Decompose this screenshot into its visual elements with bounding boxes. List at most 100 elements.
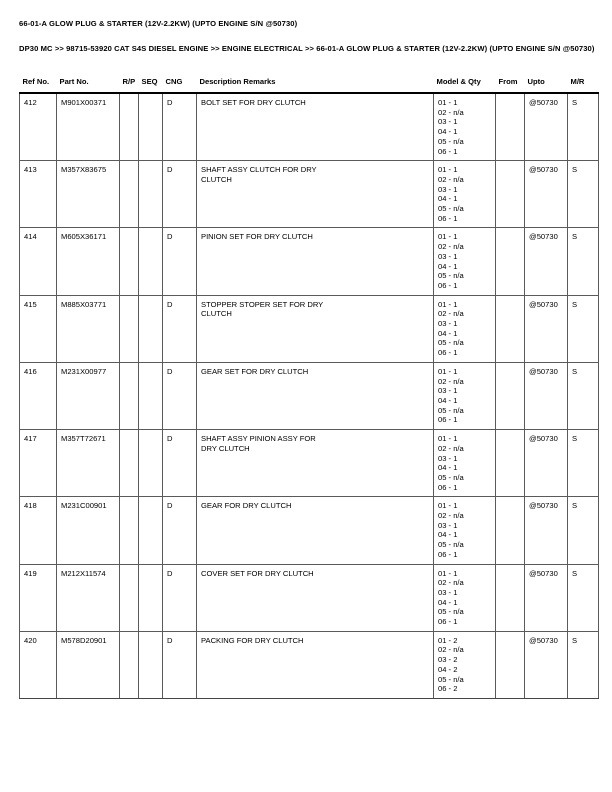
column-header-cng: CNG — [162, 77, 197, 94]
cell-part-no: M212X11574 — [56, 563, 120, 632]
cell-from — [495, 361, 525, 431]
cell-from — [495, 496, 525, 565]
cell-ref-no: 413 — [19, 160, 57, 229]
cell-seq — [138, 361, 163, 431]
cell-rp — [119, 294, 139, 363]
cell-cng: D — [162, 630, 197, 699]
cell-seq — [138, 92, 163, 162]
cell-model-qty: 01 - 1 02 - n/a 03 - 1 04 - 1 05 - n/a 0… — [433, 92, 496, 162]
cell-cng: D — [162, 563, 197, 632]
cell-seq — [138, 227, 163, 296]
cell-rp — [119, 361, 139, 431]
cell-description: GEAR SET FOR DRY CLUTCH — [196, 361, 434, 431]
cell-rp — [119, 563, 139, 632]
cell-cng: D — [162, 361, 197, 431]
cell-from — [495, 294, 525, 363]
cell-ref-no: 415 — [19, 294, 57, 363]
cell-seq — [138, 160, 163, 229]
cell-part-no: M578D20901 — [56, 630, 120, 699]
cell-cng: D — [162, 429, 197, 498]
cell-mr: S — [567, 294, 599, 363]
cell-rp — [119, 630, 139, 699]
column-header-model-qty: Model & Qty — [433, 77, 496, 94]
cell-part-no: M357T72671 — [56, 429, 120, 498]
cell-upto: @50730 — [524, 227, 568, 296]
cell-ref-no: 412 — [19, 92, 57, 162]
cell-model-qty: 01 - 1 02 - n/a 03 - 1 04 - 1 05 - n/a 0… — [433, 294, 496, 363]
cell-description: GEAR FOR DRY CLUTCH — [196, 496, 434, 565]
cell-part-no: M231C00901 — [56, 496, 120, 565]
cell-upto: @50730 — [524, 92, 568, 162]
cell-model-qty: 01 - 1 02 - n/a 03 - 1 04 - 1 05 - n/a 0… — [433, 563, 496, 632]
cell-mr: S — [567, 92, 599, 162]
column-header-mr: M/R — [567, 77, 599, 94]
cell-part-no: M357X83675 — [56, 160, 120, 229]
cell-mr: S — [567, 361, 599, 431]
cell-upto: @50730 — [524, 496, 568, 565]
cell-from — [495, 160, 525, 229]
cell-model-qty: 01 - 1 02 - n/a 03 - 1 04 - 1 05 - n/a 0… — [433, 496, 496, 565]
cell-description: BOLT SET FOR DRY CLUTCH — [196, 92, 434, 162]
table-row: 419 M212X11574 D COVER SET FOR DRY CLUTC… — [19, 563, 599, 632]
table-row: 412 M901X00371 D BOLT SET FOR DRY CLUTCH… — [19, 92, 599, 162]
cell-mr: S — [567, 630, 599, 699]
column-header-part-no: Part No. — [56, 77, 120, 94]
cell-from — [495, 429, 525, 498]
cell-part-no: M231X00977 — [56, 361, 120, 431]
cell-mr: S — [567, 227, 599, 296]
cell-upto: @50730 — [524, 630, 568, 699]
cell-part-no: M901X00371 — [56, 92, 120, 162]
cell-from — [495, 563, 525, 632]
cell-seq — [138, 429, 163, 498]
column-header-from: From — [495, 77, 525, 94]
cell-model-qty: 01 - 2 02 - n/a 03 - 2 04 - 2 05 - n/a 0… — [433, 630, 496, 699]
table-row: 418 M231C00901 D GEAR FOR DRY CLUTCH 01 … — [19, 496, 599, 565]
table-row: 420 M578D20901 D PACKING FOR DRY CLUTCH … — [19, 630, 599, 699]
cell-ref-no: 418 — [19, 496, 57, 565]
cell-part-no: M605X36171 — [56, 227, 120, 296]
cell-ref-no: 417 — [19, 429, 57, 498]
column-header-seq: SEQ — [138, 77, 163, 94]
page-title: 66-01-A GLOW PLUG & STARTER (12V-2.2KW) … — [19, 19, 298, 28]
cell-part-no: M885X03771 — [56, 294, 120, 363]
cell-cng: D — [162, 496, 197, 565]
cell-cng: D — [162, 294, 197, 363]
breadcrumb: DP30 MC >> 98715-53920 CAT S4S DIESEL EN… — [19, 44, 595, 53]
cell-mr: S — [567, 160, 599, 229]
cell-from — [495, 92, 525, 162]
cell-seq — [138, 563, 163, 632]
cell-seq — [138, 630, 163, 699]
cell-rp — [119, 496, 139, 565]
column-header-upto: Upto — [524, 77, 568, 94]
cell-model-qty: 01 - 1 02 - n/a 03 - 1 04 - 1 05 - n/a 0… — [433, 429, 496, 498]
cell-cng: D — [162, 160, 197, 229]
cell-description: PINION SET FOR DRY CLUTCH — [196, 227, 434, 296]
table-row: 417 M357T72671 D SHAFT ASSY PINION ASSY … — [19, 429, 599, 498]
cell-upto: @50730 — [524, 563, 568, 632]
cell-rp — [119, 429, 139, 498]
cell-model-qty: 01 - 1 02 - n/a 03 - 1 04 - 1 05 - n/a 0… — [433, 361, 496, 431]
cell-ref-no: 419 — [19, 563, 57, 632]
cell-from — [495, 630, 525, 699]
column-header-ref-no: Ref No. — [19, 77, 57, 94]
column-header-description: Description Remarks — [196, 77, 434, 94]
column-header-rp: R/P — [119, 77, 139, 94]
cell-upto: @50730 — [524, 160, 568, 229]
cell-ref-no: 416 — [19, 361, 57, 431]
cell-from — [495, 227, 525, 296]
cell-seq — [138, 294, 163, 363]
cell-description: SHAFT ASSY CLUTCH FOR DRY CLUTCH — [196, 160, 434, 229]
table-row: 416 M231X00977 D GEAR SET FOR DRY CLUTCH… — [19, 361, 599, 431]
table-row: 415 M885X03771 D STOPPER STOPER SET FOR … — [19, 294, 599, 363]
cell-cng: D — [162, 92, 197, 162]
cell-rp — [119, 227, 139, 296]
cell-model-qty: 01 - 1 02 - n/a 03 - 1 04 - 1 05 - n/a 0… — [433, 227, 496, 296]
cell-cng: D — [162, 227, 197, 296]
parts-table: Ref No. Part No. R/P SEQ CNG Description… — [19, 77, 599, 699]
parts-catalog-page: 66-01-A GLOW PLUG & STARTER (12V-2.2KW) … — [19, 19, 599, 699]
cell-description: PACKING FOR DRY CLUTCH — [196, 630, 434, 699]
cell-ref-no: 420 — [19, 630, 57, 699]
cell-mr: S — [567, 496, 599, 565]
table-row: 413 M357X83675 D SHAFT ASSY CLUTCH FOR D… — [19, 160, 599, 229]
cell-mr: S — [567, 563, 599, 632]
